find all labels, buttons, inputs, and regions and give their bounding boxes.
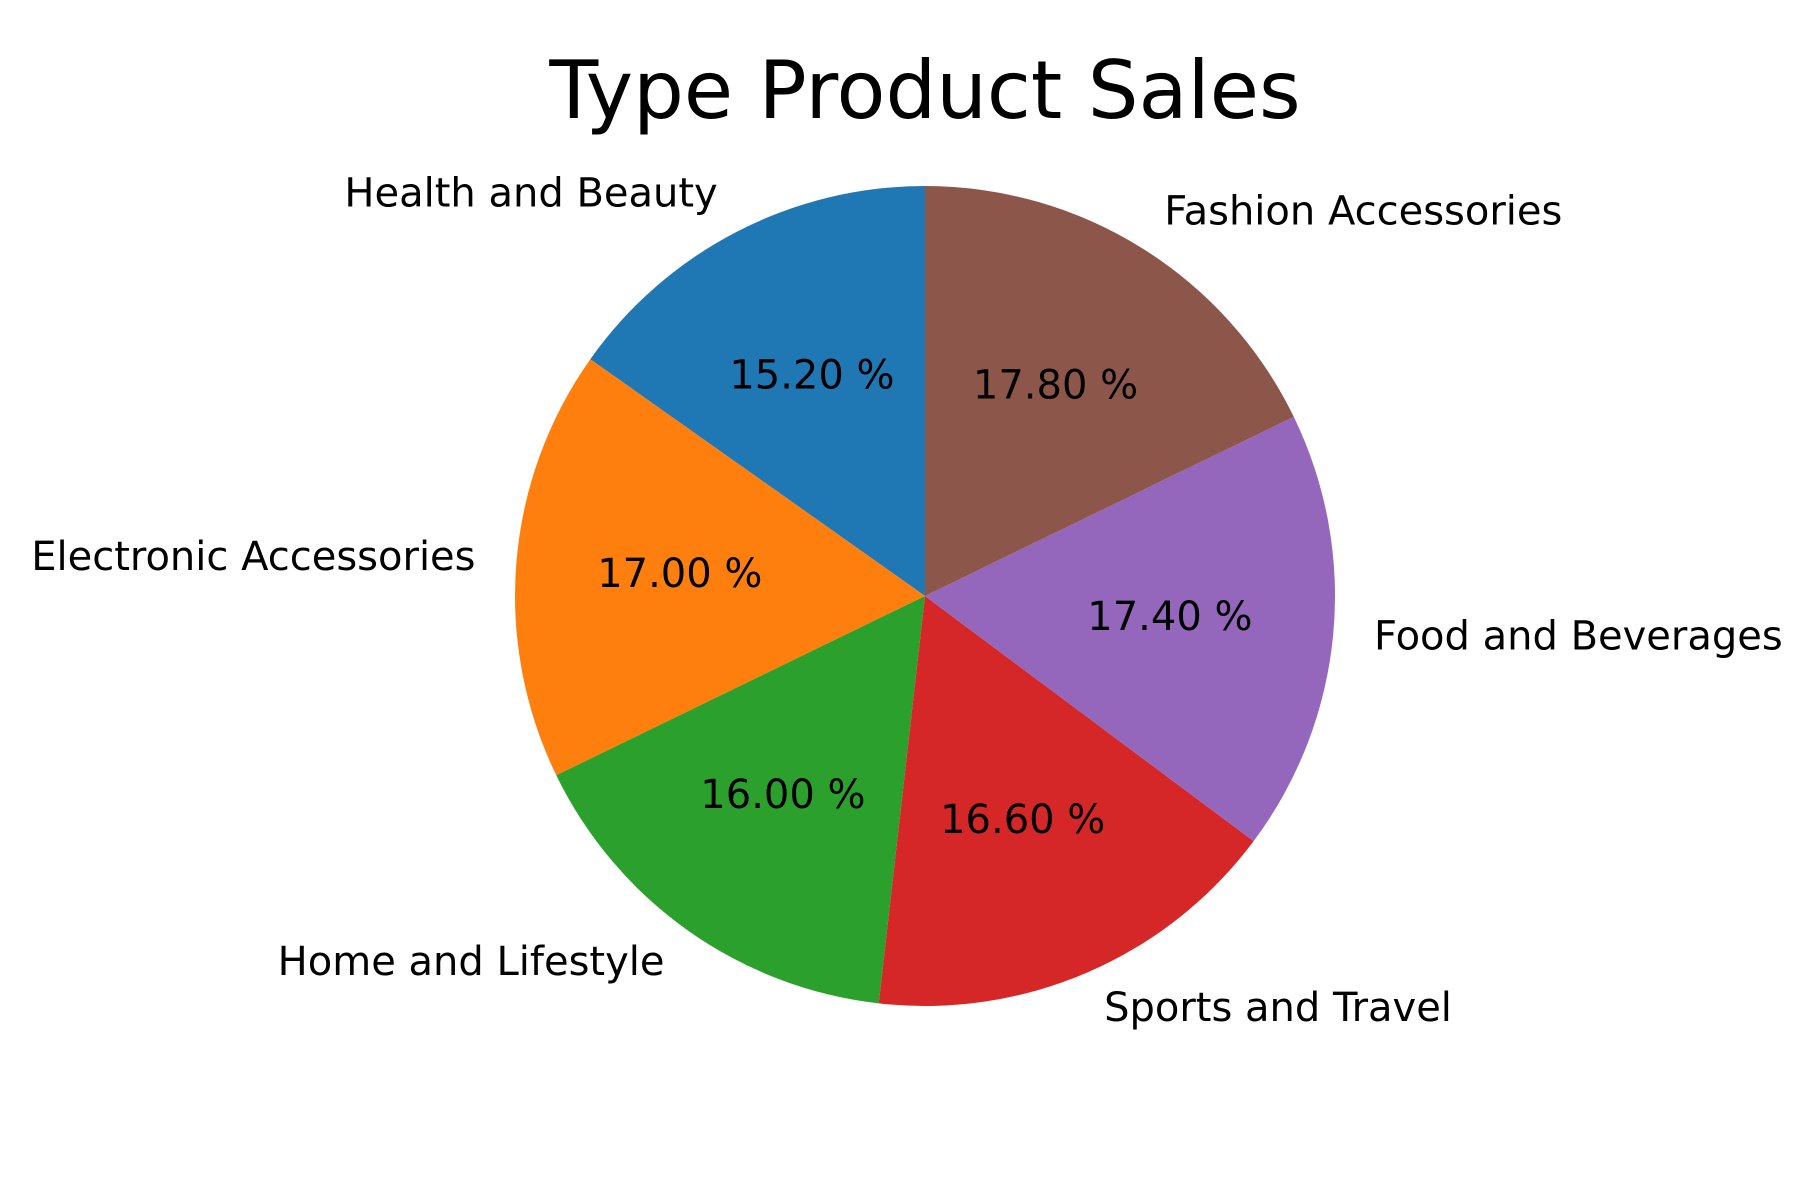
pie-slice-health-and-beauty [590,186,925,596]
slice-label-electronic-accessories: Electronic Accessories [31,534,475,580]
slice-label-home-and-lifestyle: Home and Lifestyle [278,939,665,985]
slice-value-electronic-accessories: 17.00 % [597,551,762,597]
slice-value-health-and-beauty: 15.20 % [729,353,894,399]
pie-slice-food-and-beverages [925,416,1335,842]
slice-value-sports-and-travel: 16.60 % [940,797,1105,843]
slice-value-food-and-beverages: 17.40 % [1087,594,1252,640]
pie-slice-home-and-lifestyle [556,596,925,1004]
pie-slice-sports-and-travel [878,596,1254,1006]
slice-label-fashion-accessories: Fashion Accessories [1164,189,1562,235]
pie-slice-electronic-accessories [515,359,925,776]
slice-value-fashion-accessories: 17.80 % [973,362,1138,408]
pie-slices [515,186,1335,1006]
slice-label-sports-and-travel: Sports and Travel [1104,985,1452,1031]
slice-label-health-and-beauty: Health and Beauty [344,170,717,216]
pie-labels: Health and Beauty 15.20 % Electronic Acces… [31,170,1783,1030]
pie-slice-fashion-accessories [925,186,1294,596]
slice-label-food-and-beverages: Food and Beverages [1374,613,1783,659]
slice-value-home-and-lifestyle: 16.00 % [700,772,865,818]
chart-title: Type Product Sales [548,44,1300,137]
